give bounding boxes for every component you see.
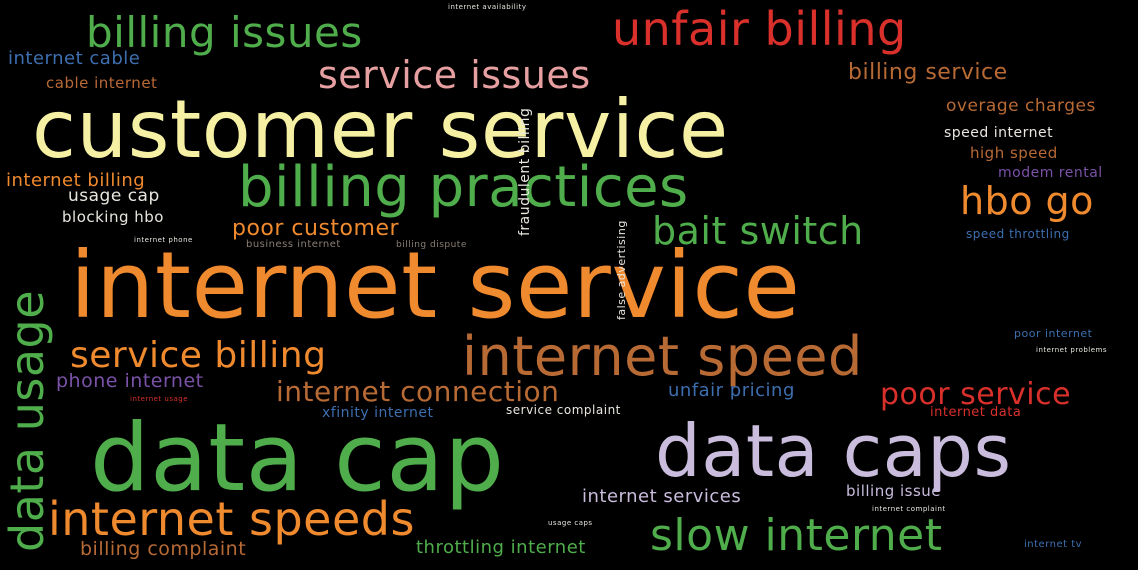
word: internet cable: [8, 48, 141, 69]
word: cable internet: [46, 74, 158, 92]
word: false advertising: [615, 220, 628, 320]
word: slow internet: [650, 510, 943, 561]
word: internet data: [930, 405, 1022, 420]
word: internet speeds: [48, 492, 415, 546]
word: internet availability: [448, 3, 527, 11]
word: billing complaint: [80, 538, 247, 560]
word: internet problems: [1036, 346, 1108, 354]
word: customer service: [32, 83, 729, 176]
word: unfair pricing: [668, 380, 795, 401]
word: internet billing: [6, 170, 146, 191]
word: internet services: [582, 486, 742, 507]
word: internet usage: [130, 395, 189, 403]
word: internet complaint: [872, 505, 946, 513]
word: service billing: [70, 335, 327, 376]
word: billing practices: [238, 155, 689, 220]
word: speed internet: [944, 125, 1054, 141]
word: business internet: [246, 239, 341, 250]
word: bait switch: [652, 209, 864, 253]
word: poor service: [880, 377, 1072, 412]
word: internet connection: [276, 375, 560, 408]
word: poor customer: [232, 216, 400, 241]
word: modem rental: [998, 165, 1103, 181]
word: data cap: [90, 404, 505, 513]
word: throttling internet: [416, 537, 586, 558]
word: service complaint: [506, 403, 621, 417]
word: usage cap: [68, 186, 160, 206]
word: data usage: [0, 289, 54, 552]
word: blocking hbo: [62, 208, 164, 226]
word: usage caps: [548, 519, 593, 527]
word: service issues: [318, 53, 591, 97]
word: internet phone: [134, 236, 193, 244]
word: speed throttling: [966, 227, 1070, 241]
word: hbo go: [960, 179, 1094, 223]
word: overage charges: [946, 96, 1096, 116]
word: billing issue: [846, 482, 942, 500]
word: high speed: [970, 144, 1058, 162]
word: unfair billing: [612, 2, 907, 56]
word: billing service: [848, 60, 1008, 85]
word: billing issues: [86, 8, 363, 57]
word: internet service: [70, 232, 801, 339]
word: fraudulent billing: [517, 107, 533, 236]
word: data caps: [655, 409, 1012, 493]
word: internet tv: [1024, 539, 1083, 550]
word: billing dispute: [396, 240, 467, 250]
word: phone internet: [56, 370, 204, 392]
word: xfinity internet: [322, 405, 434, 421]
word: internet speed: [462, 325, 863, 388]
word: poor internet: [1014, 327, 1093, 340]
